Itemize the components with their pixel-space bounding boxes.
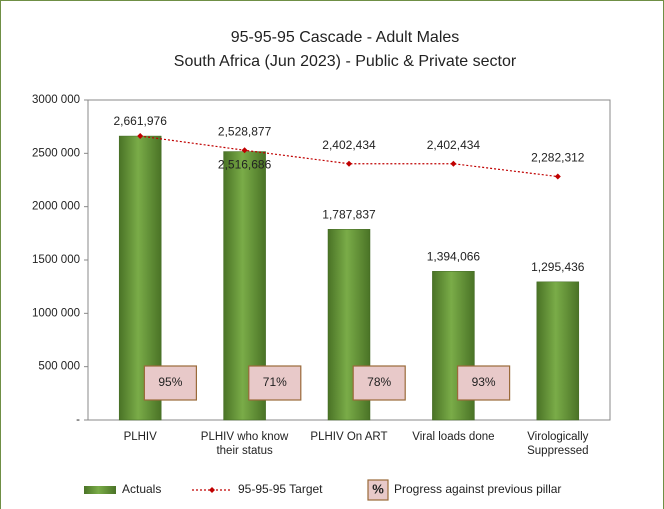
y-tick-label: 1500 000 xyxy=(32,254,80,266)
x-tick-label: PLHIV On ART xyxy=(310,431,388,443)
legend-label: 95-95-95 Target xyxy=(238,482,323,496)
target-marker xyxy=(554,173,561,180)
target-marker xyxy=(450,160,457,167)
target-marker xyxy=(137,133,144,140)
progress-label: 95% xyxy=(158,375,182,389)
y-tick-label: - xyxy=(76,414,80,426)
legend-swatch xyxy=(84,486,116,494)
target-value-label: 2,528,877 xyxy=(218,124,272,138)
x-tick-label: PLHIV who know their status xyxy=(200,431,289,457)
chart-title: 95-95-95 Cascade - Adult Males xyxy=(231,29,460,46)
target-value-label: 2,402,434 xyxy=(427,138,481,152)
legend-symbol: % xyxy=(372,481,384,496)
y-tick-label: 2000 000 xyxy=(32,201,80,213)
chart-subtitle: South Africa (Jun 2023) - Public & Priva… xyxy=(174,53,517,70)
progress-label: 93% xyxy=(472,375,496,389)
progress-box xyxy=(248,365,302,401)
y-tick-label: 1000 000 xyxy=(32,307,80,319)
x-tick-label: Virologically Suppressed xyxy=(527,431,589,457)
progress-label: 78% xyxy=(367,375,391,389)
bar-value-label: 2,661,976 xyxy=(114,114,168,128)
target-value-label: 2,282,312 xyxy=(531,151,585,165)
bar-value-label: 1,295,436 xyxy=(531,260,585,274)
legend-label: Progress against previous pillar xyxy=(394,482,561,496)
legend-label: Actuals xyxy=(122,482,161,496)
target-marker xyxy=(241,147,248,154)
legend-swatch xyxy=(209,487,215,493)
y-tick-label: 3000 000 xyxy=(32,94,80,106)
progress-box xyxy=(352,365,406,401)
progress-box xyxy=(143,365,197,401)
bar xyxy=(536,281,580,421)
progress-box xyxy=(457,365,511,401)
bar-value-label: 1,787,837 xyxy=(322,207,376,221)
x-tick-label: PLHIV xyxy=(123,431,157,443)
bar-value-label: 1,394,066 xyxy=(427,249,481,263)
target-marker xyxy=(346,160,352,167)
legend-swatch xyxy=(367,479,389,501)
target-value-label: 2,402,434 xyxy=(322,138,376,152)
y-tick-label: 2500 000 xyxy=(32,147,80,159)
progress-label: 71% xyxy=(263,375,287,389)
x-tick-label: Viral loads done xyxy=(412,431,495,443)
bar-value-label: 2,516,686 xyxy=(218,158,272,172)
y-tick-label: 500 000 xyxy=(38,361,80,373)
